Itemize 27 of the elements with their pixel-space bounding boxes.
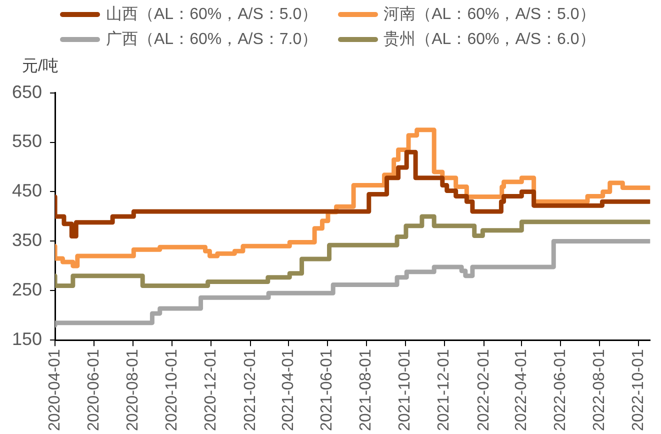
x-tick-label: 2021-04-01: [280, 349, 297, 431]
x-tick-label: 2020-08-01: [124, 349, 142, 431]
x-tick-label: 2020-06-01: [85, 349, 102, 431]
y-tick-label: 250: [12, 280, 42, 300]
x-tick-label: 2021-02-01: [242, 349, 260, 431]
x-tick-label: 2022-08-01: [591, 349, 608, 431]
x-tick-label: 2022-10-01: [630, 349, 648, 431]
y-tick-label: 450: [12, 180, 42, 201]
x-tick-label: 2021-06-01: [318, 349, 336, 431]
legend-label: 广西（AL：60%，A/S：7.0）: [106, 30, 318, 50]
legend-label: 贵州（AL：60%，A/S：6.0）: [384, 30, 596, 50]
y-axis-title: 元/吨: [22, 56, 58, 77]
legend-label: 山西（AL：60%，A/S：5.0）: [106, 4, 318, 25]
x-tick-label: 2021-10-01: [396, 349, 414, 431]
x-tick-label: 2020-10-01: [163, 349, 180, 431]
x-tick-label: 2020-04-01: [46, 349, 64, 431]
y-tick-label: 550: [12, 131, 42, 152]
legend-label: 河南（AL：60%，A/S：5.0）: [384, 4, 596, 25]
x-tick-label: 2022-06-01: [552, 349, 570, 431]
x-tick-label: 2021-08-01: [358, 349, 375, 431]
x-tick-label: 2022-02-01: [475, 349, 492, 431]
x-tick-label: 2020-12-01: [202, 349, 220, 431]
x-tick-label: 2022-04-01: [513, 349, 530, 431]
y-tick-label: 350: [12, 230, 42, 250]
x-tick-label: 2021-12-01: [436, 349, 453, 431]
y-tick-label: 650: [12, 82, 42, 102]
y-tick-label: 150: [12, 329, 42, 350]
